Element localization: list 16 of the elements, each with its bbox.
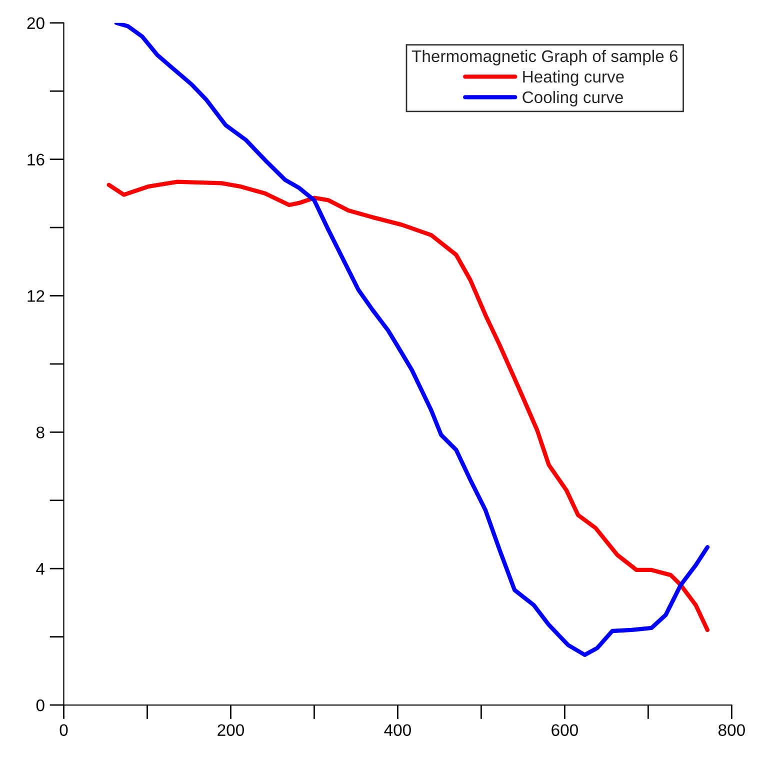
legend-label: Heating curve	[523, 70, 624, 86]
y-tick-label: 4	[36, 563, 45, 575]
y-tick-label: 0	[36, 699, 44, 712]
legend-title: Thermomagnetic Graph of sample 6	[412, 50, 678, 66]
x-tick-label: 800	[718, 724, 745, 736]
x-tick-label: 400	[384, 724, 411, 736]
y-tick-label: 8	[36, 426, 44, 438]
y-tick-label: 12	[28, 290, 44, 302]
x-tick-label: 0	[60, 724, 68, 736]
y-tick-label: 20	[27, 17, 44, 30]
y-tick-label: 16	[28, 154, 44, 166]
legend-label: Cooling curve	[522, 90, 623, 106]
x-tick-label: 600	[552, 724, 578, 736]
line-series	[106, 180, 710, 632]
x-tick-label: 200	[218, 724, 244, 736]
line-series	[114, 22, 710, 657]
